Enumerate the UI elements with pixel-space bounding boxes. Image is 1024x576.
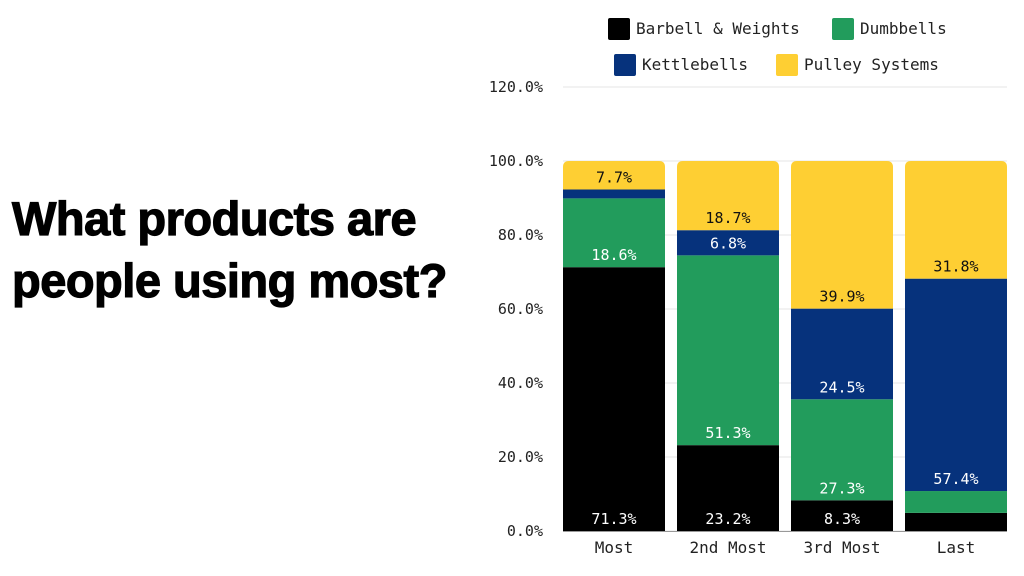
legend-label: Dumbbells: [860, 19, 947, 38]
data-label: 23.2%: [705, 510, 750, 528]
x-tick-label: Most: [595, 538, 634, 557]
data-label: 57.4%: [933, 470, 978, 488]
bar-segment: [563, 161, 665, 190]
x-tick-label: Last: [937, 538, 976, 557]
data-label: 8.3%: [824, 510, 860, 528]
y-tick-label: 40.0%: [498, 374, 543, 392]
data-label: 27.3%: [819, 479, 864, 497]
legend-label: Pulley Systems: [804, 55, 939, 74]
x-tick-label: 2nd Most: [689, 538, 766, 557]
data-label: 7.7%: [596, 168, 632, 186]
legend-swatch: [608, 18, 630, 40]
bar-segment: [677, 255, 779, 446]
bar-stack: [791, 161, 893, 531]
bar-stack: [905, 161, 1007, 531]
data-label: 18.6%: [591, 246, 636, 264]
data-label: 18.7%: [705, 209, 750, 227]
data-label: 51.3%: [705, 424, 750, 442]
bar-segment: [791, 308, 893, 400]
legend-swatch: [776, 54, 798, 76]
bar-segment: [563, 267, 665, 531]
y-tick-label: 120.0%: [489, 78, 543, 96]
bar-segment: [905, 512, 1007, 531]
bar-segment: [791, 161, 893, 309]
y-tick-label: 100.0%: [489, 152, 543, 170]
bar-segment: [677, 445, 779, 531]
data-label: 39.9%: [819, 288, 864, 306]
data-label: 71.3%: [591, 510, 636, 528]
legend-swatch: [614, 54, 636, 76]
data-label: 31.8%: [933, 258, 978, 276]
legend-label: Barbell & Weights: [636, 19, 800, 38]
y-tick-label: 0.0%: [507, 522, 543, 540]
bar-segment: [791, 500, 893, 531]
legend-swatch: [832, 18, 854, 40]
data-label: 6.8%: [710, 234, 746, 252]
bar-segment: [905, 278, 1007, 492]
chart-title: What products are people using most?: [11, 191, 448, 307]
bar-segment: [677, 230, 779, 256]
bar-segment: [905, 161, 1007, 279]
bar-segment: [563, 198, 665, 268]
data-label: 24.5%: [819, 378, 864, 396]
y-tick-label: 80.0%: [498, 226, 543, 244]
bar-segment: [905, 491, 1007, 513]
legend-label: Kettlebells: [642, 55, 748, 74]
y-tick-label: 60.0%: [498, 300, 543, 318]
bar-segment: [563, 189, 665, 199]
bar-segment: [791, 399, 893, 501]
x-tick-label: 3rd Most: [803, 538, 880, 557]
bar-stack: [563, 161, 665, 531]
bar-segment: [677, 161, 779, 231]
bar-stack: [677, 161, 779, 531]
y-tick-label: 20.0%: [498, 448, 543, 466]
